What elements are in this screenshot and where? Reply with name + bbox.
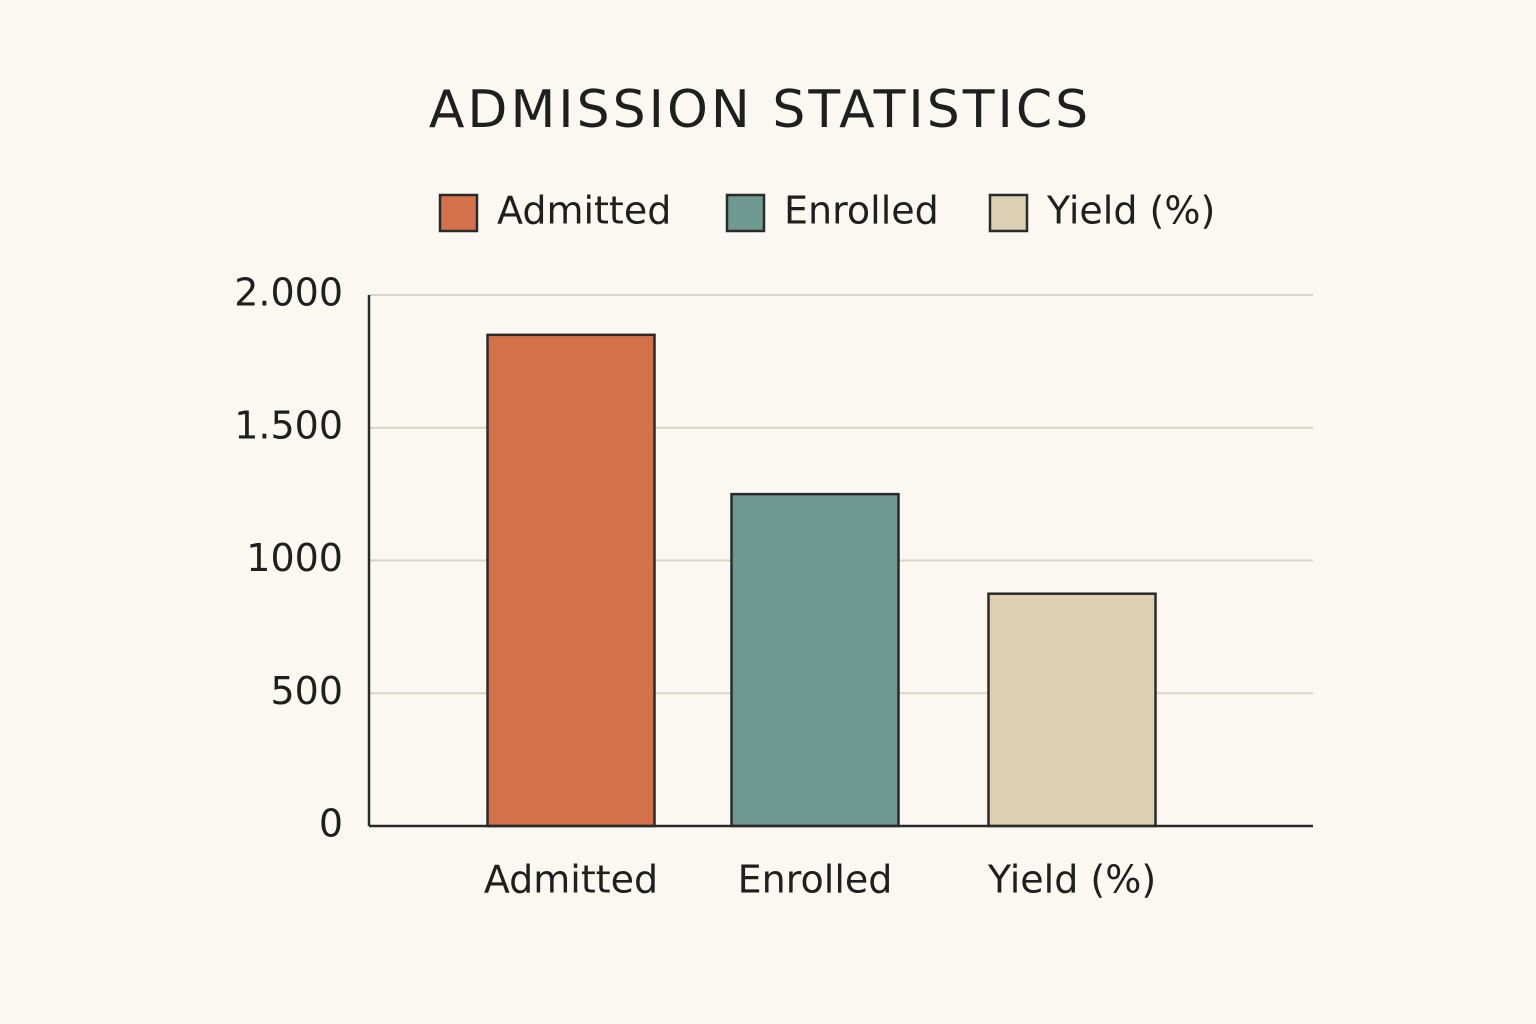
y-tick-label: 0 [319, 802, 343, 846]
legend-swatch [725, 193, 766, 233]
legend-label: Yield (%) [1046, 189, 1215, 233]
bar [486, 333, 656, 828]
legend-label: Enrolled [784, 189, 939, 233]
bar [987, 592, 1157, 828]
x-tick-label: Enrolled [738, 858, 893, 902]
x-tick-label: Admitted [484, 858, 658, 902]
legend-label: Admitted [497, 189, 671, 233]
legend-swatch [988, 193, 1029, 233]
y-tick-label: 1.500 [234, 403, 343, 447]
legend-swatch [438, 193, 479, 233]
chart-title: ADMISSION STATISTICS [429, 80, 1091, 140]
x-tick-label: Yield (%) [987, 858, 1156, 902]
y-tick-label: 500 [270, 669, 343, 713]
y-tick-label: 2.000 [234, 271, 343, 315]
bar [730, 492, 900, 828]
y-tick-label: 1000 [246, 536, 343, 580]
